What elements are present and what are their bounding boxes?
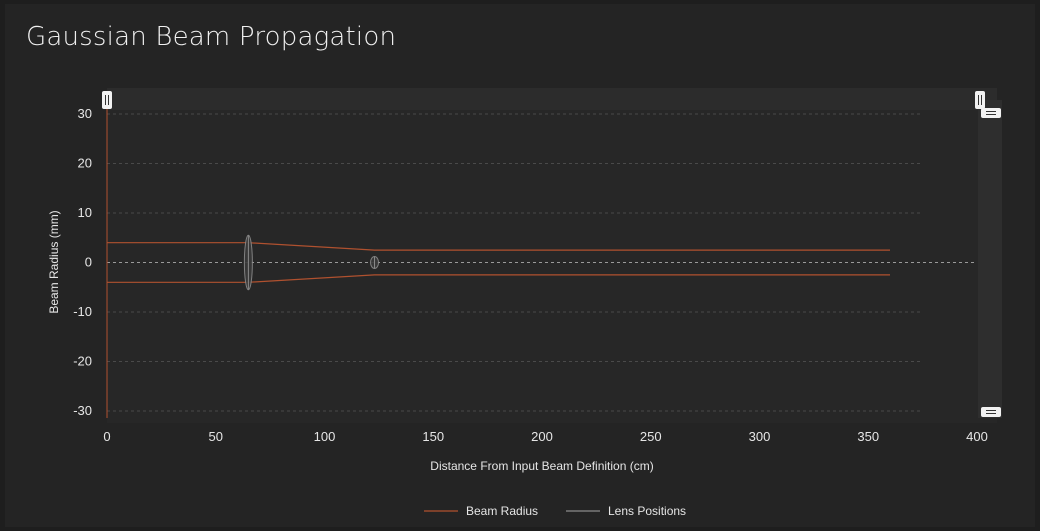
- x-axis-title: Distance From Input Beam Definition (cm): [430, 459, 653, 473]
- x-range-handle-right[interactable]: [975, 91, 985, 109]
- top-range-bar: [107, 88, 997, 110]
- x-tick-label: 350: [857, 429, 879, 444]
- x-tick-label: 150: [422, 429, 444, 444]
- y-tick-label: 30: [78, 106, 92, 121]
- legend-label: Beam Radius: [466, 504, 538, 518]
- right-range-bar: [978, 100, 1002, 418]
- beam-radius-upper: [107, 242, 890, 251]
- legend-label: Lens Positions: [608, 504, 686, 518]
- x-tick-label: 300: [749, 429, 771, 444]
- y-tick-label: -10: [73, 304, 92, 319]
- x-tick-label: 100: [314, 429, 336, 444]
- y-tick-label: -20: [73, 354, 92, 369]
- y-tick-label: 20: [78, 156, 92, 171]
- x-tick-label: 250: [640, 429, 662, 444]
- y-tick-label: 10: [78, 205, 92, 220]
- y-range-handle-bottom[interactable]: [981, 407, 1001, 417]
- x-range-handle-left[interactable]: [102, 91, 112, 109]
- beam-radius-lower: [107, 274, 890, 283]
- range-handle-body[interactable]: [975, 91, 985, 109]
- chart-title: Gaussian Beam Propagation: [26, 22, 397, 52]
- x-tick-label: 0: [103, 429, 110, 444]
- x-tick-label: 400: [966, 429, 988, 444]
- plot-area: [107, 88, 997, 423]
- x-tick-label: 50: [209, 429, 223, 444]
- range-handle-body[interactable]: [981, 108, 1001, 118]
- legend-item[interactable]: Lens Positions: [566, 504, 686, 518]
- y-range-handle-top[interactable]: [981, 108, 1001, 118]
- legend-item[interactable]: Beam Radius: [424, 504, 538, 518]
- y-tick-label: -30: [73, 403, 92, 418]
- y-tick-label: 0: [85, 255, 92, 270]
- x-tick-label: 200: [531, 429, 553, 444]
- range-handle-body[interactable]: [102, 91, 112, 109]
- y-axis-title: Beam Radius (mm): [47, 210, 61, 313]
- range-handle-body[interactable]: [981, 407, 1001, 417]
